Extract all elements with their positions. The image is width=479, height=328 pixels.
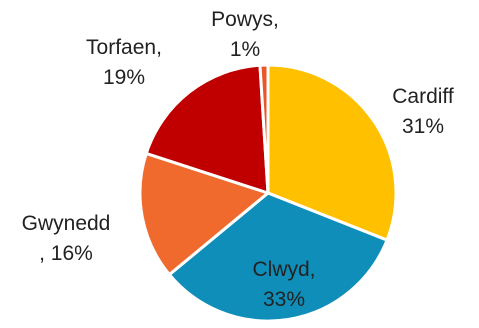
label-torfaen-name: Torfaen, bbox=[86, 36, 162, 59]
label-torfaen-value: 19% bbox=[103, 66, 145, 89]
label-powys-value: 1% bbox=[230, 38, 260, 61]
label-gwynedd-value: , 16% bbox=[39, 242, 93, 265]
pie-slice-cardiff bbox=[266, 63, 398, 242]
label-clwyd-name: Clwyd, bbox=[252, 258, 315, 281]
label-clwyd-value: 33% bbox=[263, 288, 305, 311]
label-cardiff-name: Cardiff bbox=[392, 85, 454, 108]
pie-slice-torfaen bbox=[144, 63, 270, 195]
pie-slices bbox=[138, 63, 398, 323]
label-gwynedd-name: Gwynedd bbox=[22, 212, 111, 235]
label-powys-name: Powys, bbox=[211, 8, 279, 31]
label-cardiff-value: 31% bbox=[402, 115, 444, 138]
pie-slice-clwyd bbox=[167, 191, 389, 323]
pie-slice-powys bbox=[258, 63, 270, 195]
